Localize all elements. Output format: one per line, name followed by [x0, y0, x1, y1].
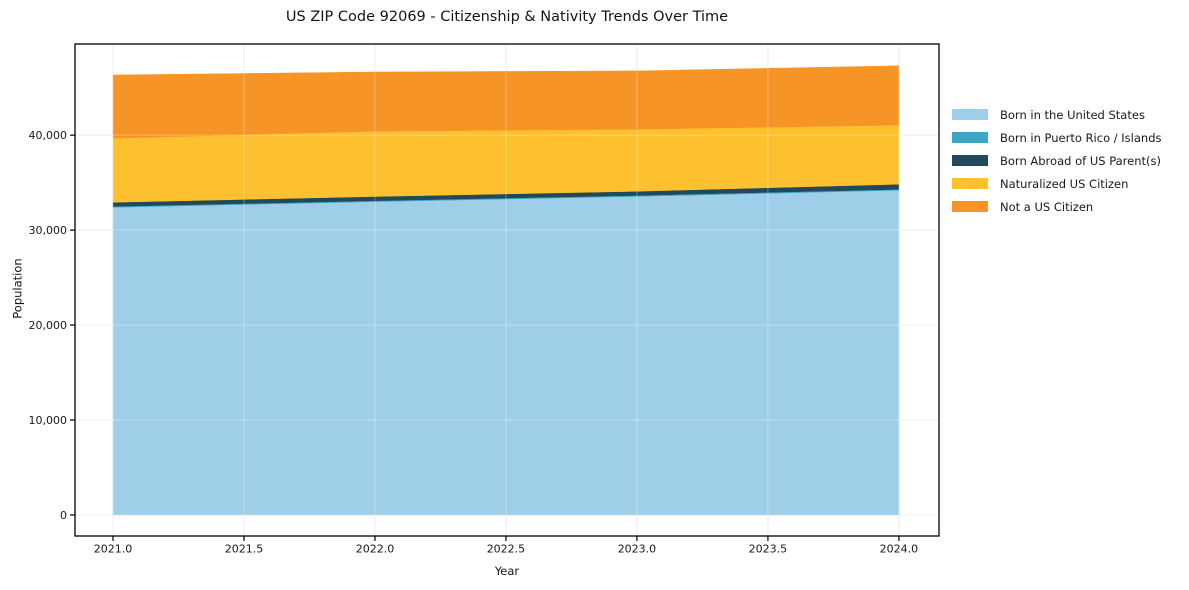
chart-title: US ZIP Code 92069 - Citizenship & Nativi… [285, 9, 729, 25]
legend-label: Not a US Citizen [1000, 199, 1094, 214]
ticks: 2021.0 2021.5 2022.0 2022.5 2023.0 2023.5 2024… [29, 129, 919, 556]
y-tick-label: 20,000 [29, 319, 68, 332]
x-axis-label: Year [494, 564, 520, 578]
x-tick-label: 2021.0 [94, 543, 133, 556]
y-tick-label: 40,000 [29, 129, 68, 142]
legend-item-naturalized-us-citizen: Naturalized US Citizen [952, 172, 1162, 195]
axes-frame [74, 43, 940, 537]
area-not-a-us-citizen [112, 65, 900, 139]
y-axis-label: Population [10, 258, 25, 319]
legend-swatch-born-in-the-united-states [952, 109, 988, 120]
legend: Born in the United States Born in Puerto … [952, 103, 1162, 218]
x-tick-label: 2021.5 [225, 543, 264, 556]
legend-label: Born Abroad of US Parent(s) [1000, 153, 1161, 168]
y-tick-label: 0 [60, 509, 67, 522]
legend-swatch-not-a-us-citizen [952, 201, 988, 212]
x-tick-label: 2022.0 [356, 543, 395, 556]
y-tick-label: 30,000 [29, 224, 68, 237]
x-tick-label: 2022.5 [487, 543, 526, 556]
legend-swatch-born-abroad-of-us-parent-s [952, 155, 988, 166]
legend-item-born-in-puerto-rico-islands: Born in Puerto Rico / Islands [952, 126, 1162, 149]
legend-item-born-abroad-of-us-parent-s: Born Abroad of US Parent(s) [952, 149, 1162, 172]
x-tick-label: 2023.0 [618, 543, 657, 556]
legend-label: Naturalized US Citizen [1000, 176, 1129, 191]
legend-label: Born in the United States [1000, 107, 1145, 122]
y-tick-label: 10,000 [29, 414, 68, 427]
legend-swatch-born-in-puerto-rico-islands [952, 132, 988, 143]
legend-label: Born in Puerto Rico / Islands [1000, 130, 1162, 145]
legend-item-born-in-the-united-states: Born in the United States [952, 103, 1162, 126]
gridlines-over [75, 44, 939, 536]
x-tick-label: 2024.0 [880, 543, 919, 556]
x-tick-label: 2023.5 [749, 543, 788, 556]
legend-item-not-a-us-citizen: Not a US Citizen [952, 195, 1162, 218]
legend-swatch-naturalized-us-citizen [952, 178, 988, 189]
